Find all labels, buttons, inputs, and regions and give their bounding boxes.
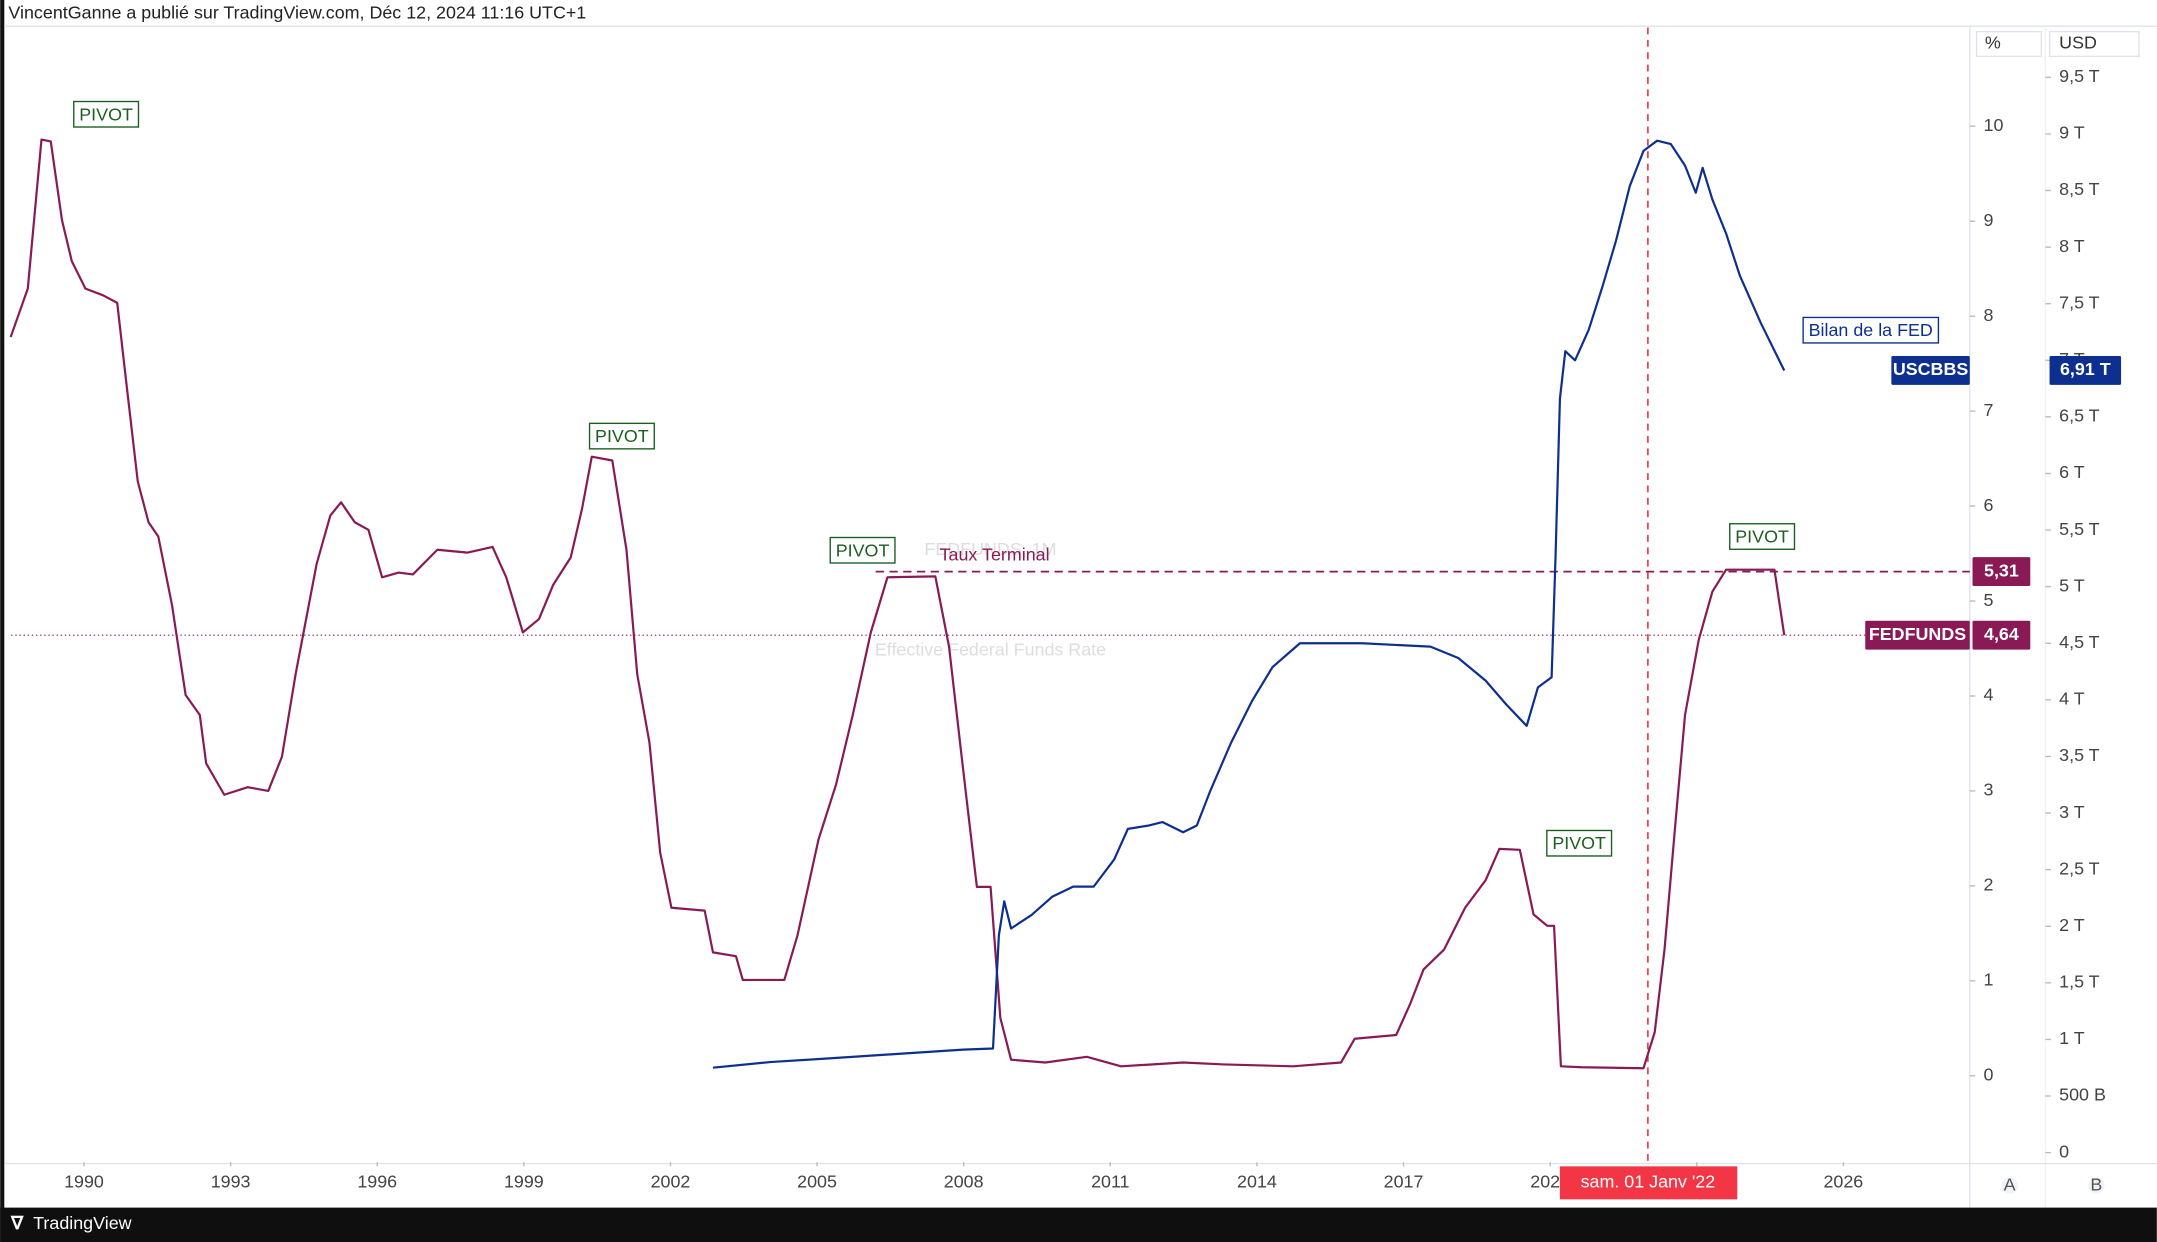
footer-bar <box>0 1207 2157 1242</box>
x-tick-label: 1993 <box>211 1172 251 1192</box>
y2-unit[interactable]: USD <box>2059 33 2097 53</box>
brand-logo[interactable]: ∇ <box>10 1213 24 1233</box>
annotation: PIVOT <box>1552 833 1606 853</box>
y-tick-label: 5 <box>1984 590 1994 610</box>
y2-tick-label: 3 T <box>2059 802 2085 822</box>
x-tick-label: 2014 <box>1237 1172 1277 1192</box>
y2-tick-label: 7,5 T <box>2059 292 2099 312</box>
annotation-box <box>1546 829 1613 857</box>
series-name-tag: FEDFUNDS <box>1869 624 1966 644</box>
series-name-tag-box <box>1891 356 1970 385</box>
annotation: Bilan de la FED <box>1809 320 1933 340</box>
y2-tick-label: 1 T <box>2059 1028 2085 1048</box>
series-line <box>9 138 1786 1070</box>
x-tick-label: 1999 <box>504 1172 544 1192</box>
annotation-box <box>588 422 655 450</box>
annotation: PIVOT <box>1735 527 1789 547</box>
terminal-rate-tag: 5,31 <box>1984 560 2019 580</box>
terminal-rate-text: Taux Terminal <box>940 544 1050 564</box>
y-unit[interactable]: % <box>1985 33 2001 53</box>
y2-tick-label: 9,5 T <box>2059 66 2099 86</box>
y-tick-label: 9 <box>1984 210 1994 230</box>
y2-tick-label: 9 T <box>2059 123 2085 143</box>
scale-button[interactable] <box>2088 1177 2105 1194</box>
x-tick-label: 2002 <box>651 1172 691 1192</box>
y2-tick-label: 8,5 T <box>2059 179 2099 199</box>
terminal-rate-tag-box <box>1972 557 2031 587</box>
y2-tick-label: 1,5 T <box>2059 972 2099 992</box>
y2-tick-label: 2 T <box>2059 915 2085 935</box>
y2-tick-label: 8 T <box>2059 236 2085 256</box>
watermark-title: FEDFUNDS, 1M <box>924 539 1056 559</box>
y2-tick-label: 6 T <box>2059 462 2085 482</box>
y2-tick-label: 6,5 T <box>2059 406 2099 426</box>
x-tick-label: 2011 <box>1091 1172 1129 1192</box>
scale-button[interactable] <box>2001 1177 2018 1194</box>
x-tick-label: 2026 <box>1823 1172 1863 1192</box>
y-tick-label: 2 <box>1984 875 1994 895</box>
x-tick-label: 1990 <box>64 1172 104 1192</box>
series-line <box>712 139 1786 1069</box>
y-tick-label: 0 <box>1984 1065 1994 1085</box>
annotation-box <box>1729 523 1796 550</box>
annotation: PIVOT <box>595 426 649 446</box>
y-tick-label: 7 <box>1984 400 1994 420</box>
x-tick-label: 2005 <box>797 1172 837 1192</box>
x-tick-label: 2017 <box>1384 1172 1424 1192</box>
last-value-tag-box <box>1972 620 2031 650</box>
annotation-box <box>829 536 896 564</box>
brand[interactable]: TradingView <box>33 1213 131 1233</box>
unit-box[interactable] <box>2048 30 2140 58</box>
last-value-tag: 6,91 T <box>2060 359 2111 379</box>
y2-tick-label: 500 B <box>2059 1085 2106 1105</box>
series-name-tag: USCBBS <box>1893 359 1969 379</box>
x-tick-label: 1996 <box>357 1172 397 1192</box>
last-value-tag: 4,64 <box>1984 624 2019 644</box>
watermark-subtitle: Effective Federal Funds Rate <box>875 639 1106 659</box>
annotation: PIVOT <box>79 104 133 124</box>
unit-box[interactable] <box>1975 30 2042 58</box>
y2-tick-label: 2,5 T <box>2059 858 2099 878</box>
crosshair-label: sam. 01 Janv '22 <box>1581 1172 1716 1192</box>
y-tick-label: 10 <box>1984 115 2004 135</box>
y-tick-label: 1 <box>1984 970 1994 990</box>
y2-tick-label: 5,5 T <box>2059 519 2099 539</box>
annotation: PIVOT <box>836 540 890 560</box>
crosshair-label-box <box>1559 1166 1738 1200</box>
x-tick-label: 2008 <box>944 1172 984 1192</box>
y-tick-label: 4 <box>1984 685 1994 705</box>
y-tick-label: 6 <box>1984 495 1994 515</box>
y2-tick-label: 3,5 T <box>2059 745 2099 765</box>
y2-tick-label: 0 <box>2059 1141 2069 1161</box>
header: VincentGanne a publié sur TradingView.co… <box>8 2 586 22</box>
y2-tick-label: 4,5 T <box>2059 632 2099 652</box>
left-edge <box>0 0 5 1242</box>
y-tick-label: 3 <box>1984 780 1994 800</box>
scale-b[interactable]: B <box>2090 1174 2102 1194</box>
scale-a[interactable]: A <box>2004 1174 2016 1194</box>
y2-tick-label: 4 T <box>2059 689 2085 709</box>
y2-tick-label: 5 T <box>2059 575 2085 595</box>
y-tick-label: 8 <box>1984 305 1994 325</box>
last-value-tag-box <box>2049 356 2122 385</box>
annotation-box <box>73 100 140 128</box>
annotation-box <box>1802 316 1940 344</box>
series-name-tag-box <box>1865 620 1970 650</box>
